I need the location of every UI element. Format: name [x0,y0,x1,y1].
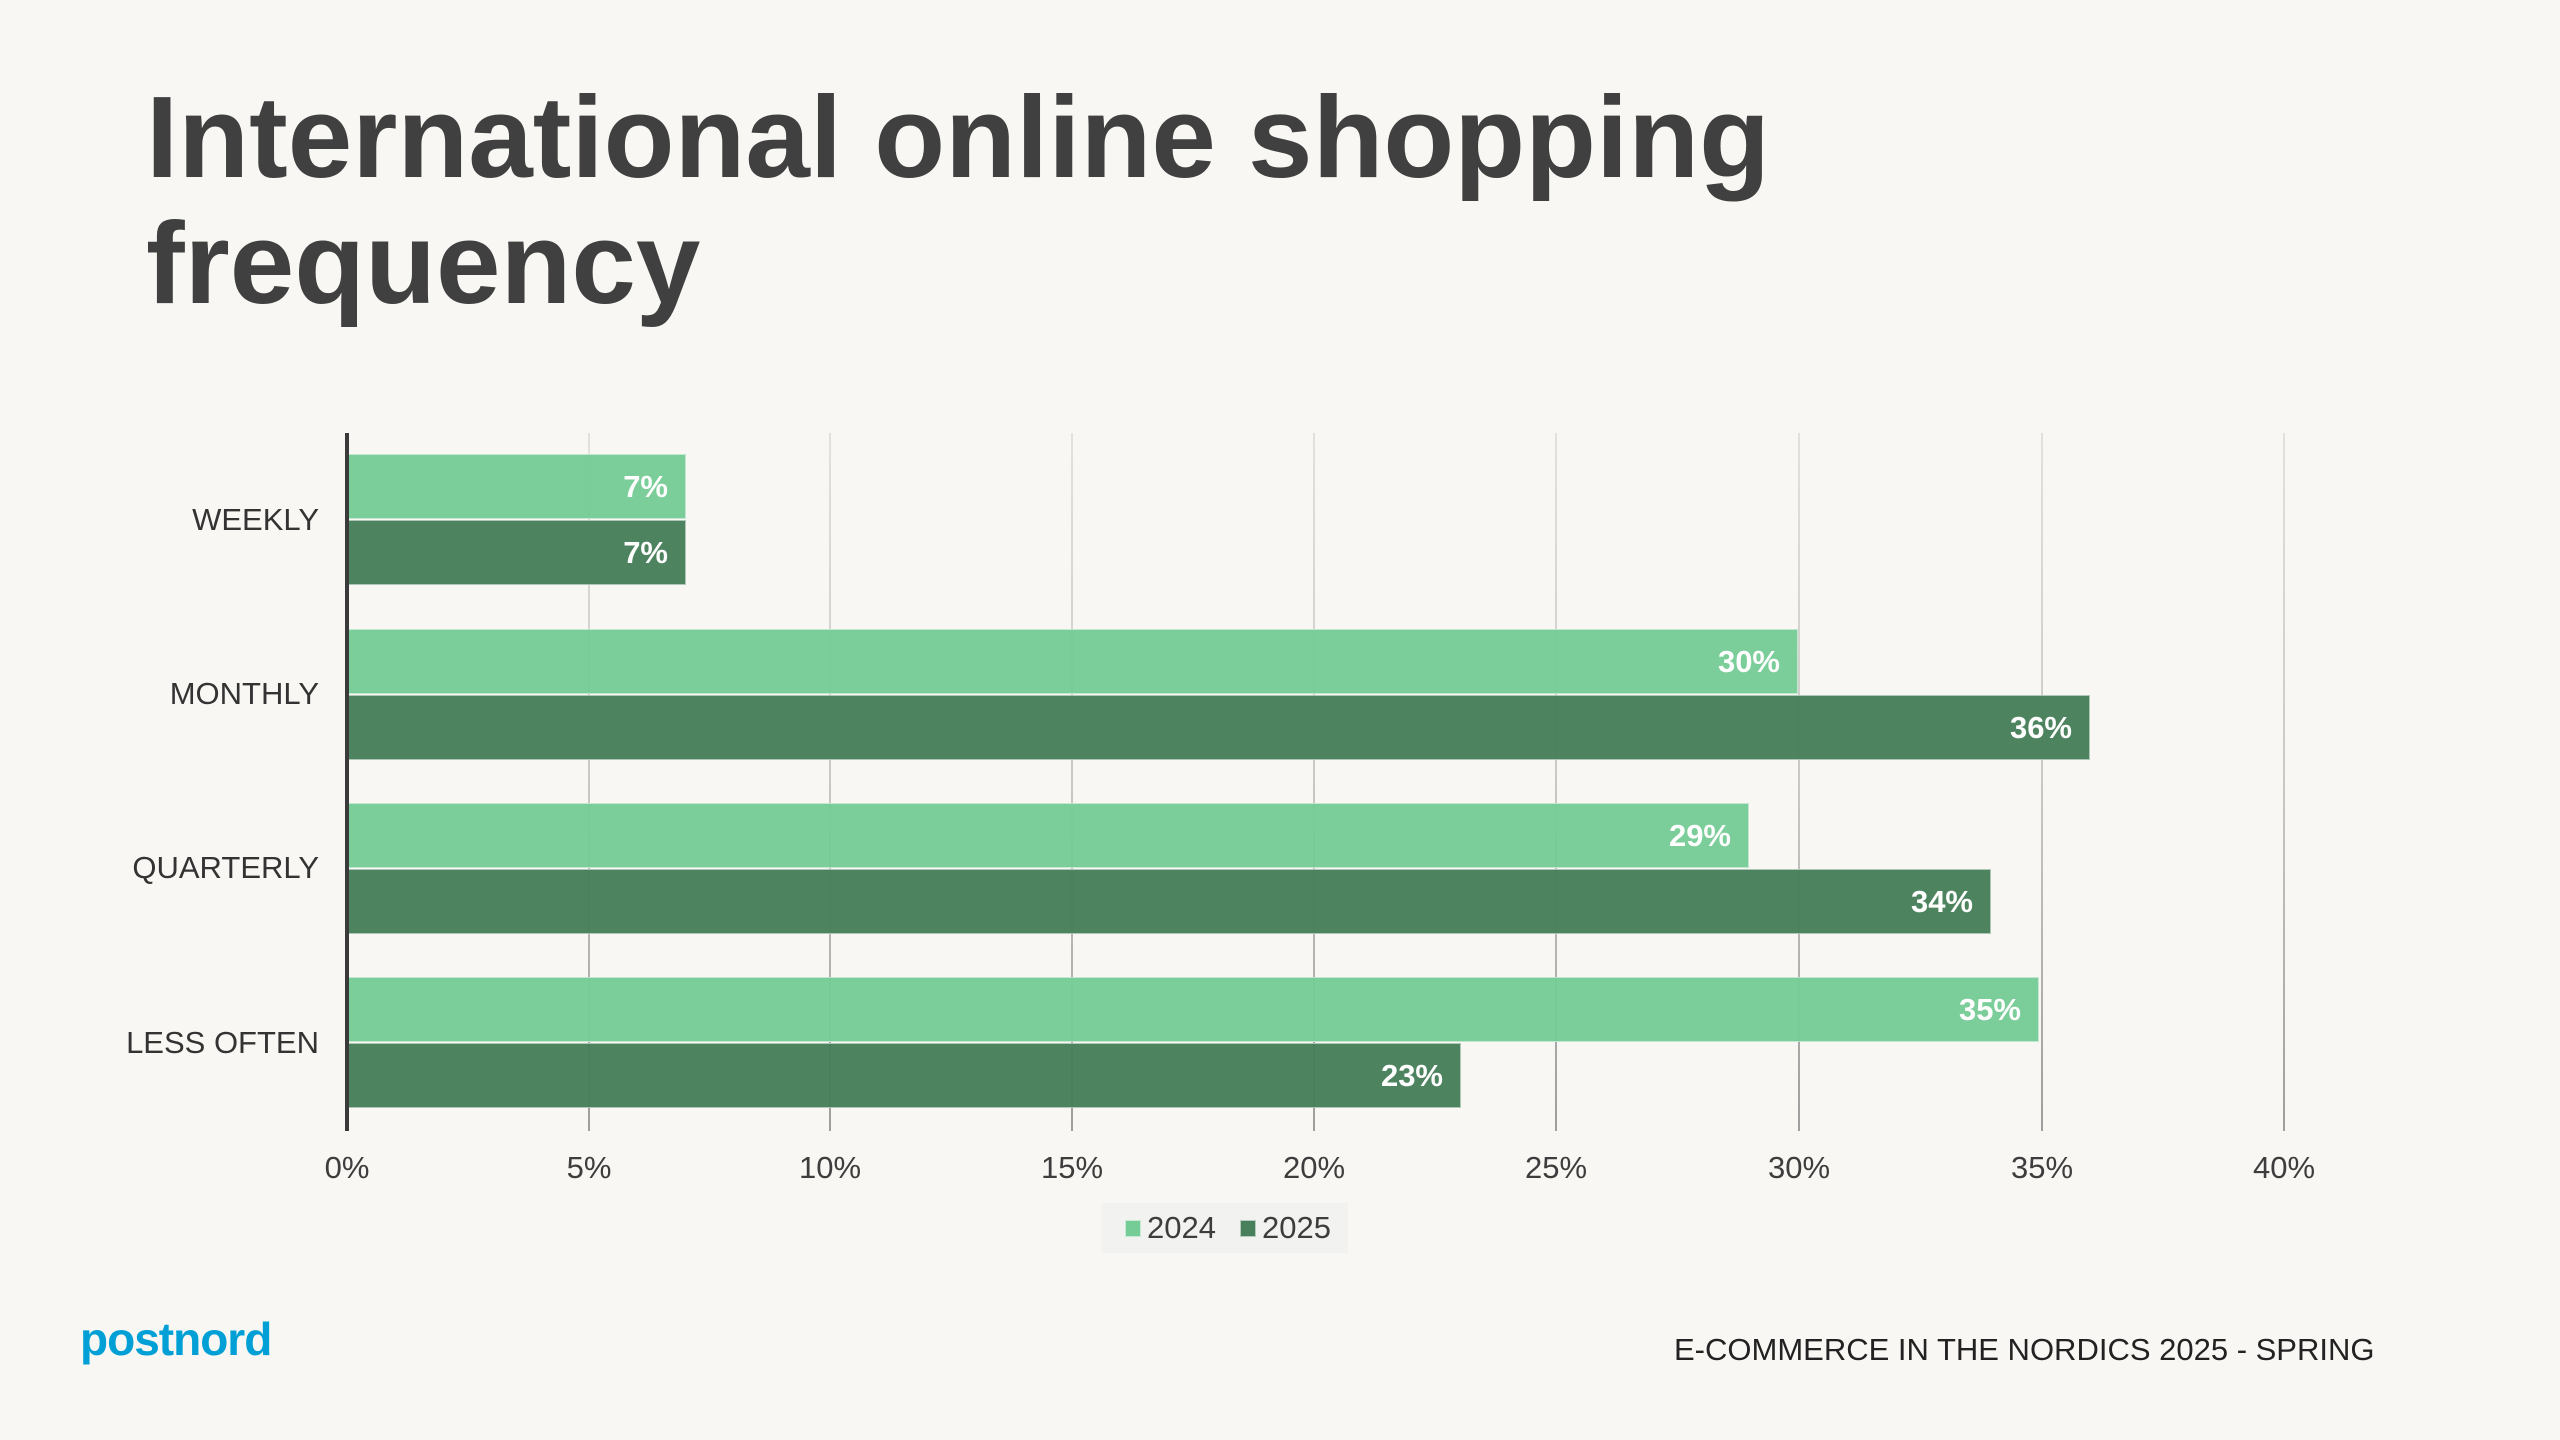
gridline-40 [2283,433,2285,1131]
legend-item-2024: 2024 [1125,1210,1216,1246]
legend-label: 2025 [1261,1210,1331,1245]
data-label: 7% [623,534,668,570]
bar-weekly-2024: 7% [349,454,686,519]
x-tick-label: 20% [1282,1150,1346,1185]
category-label-weekly: WEEKLY [192,502,319,537]
x-tick-label: 15% [1040,1150,1104,1185]
category-label-monthly: MONTHLY [169,676,319,711]
legend-swatch-2024 [1125,1219,1141,1237]
gridline-30 [1798,433,1800,1131]
data-label: 35% [1958,991,2021,1027]
page-title: International online shopping frequency [146,74,1770,326]
data-label: 7% [623,468,668,504]
bar-quarterly-2025: 34% [349,869,1991,934]
x-tick-label: 25% [1524,1150,1588,1185]
gridline-25 [1555,433,1557,1131]
x-tick-label: 0% [324,1150,370,1185]
legend-label: 2024 [1147,1210,1216,1245]
gridline-15 [1071,433,1073,1131]
x-tick-label: 30% [1767,1150,1831,1185]
x-tick-label: 35% [2010,1150,2074,1185]
category-label-quarterly: QUARTERLY [132,850,319,885]
legend-item-2025: 2025 [1239,1210,1331,1246]
bar-quarterly-2024: 29% [349,803,1749,868]
data-label: 29% [1668,817,1731,853]
y-axis-line [345,433,349,1131]
gridline-20 [1313,433,1315,1131]
legend-swatch-2025 [1239,1219,1256,1237]
data-label: 34% [1910,883,1973,919]
bar-monthly-2024: 30% [349,629,1798,694]
title-line-1: International online shopping [146,72,1770,202]
gridline-35 [2041,433,2043,1131]
title-line-2: frequency [146,198,701,328]
x-tick-label: 5% [566,1150,612,1185]
bar-weekly-2025: 7% [349,520,686,585]
chart-legend: 2024 2025 [1101,1203,1348,1253]
report-footer: E-COMMERCE IN THE NORDICS 2025 - SPRING [1674,1332,2375,1367]
bar-monthly-2025: 36% [349,695,2090,760]
postnord-logo: postnord [80,1313,272,1365]
gridline-5 [588,433,590,1131]
data-label: 36% [2009,709,2072,745]
x-tick-label: 40% [2252,1150,2316,1185]
category-label-less-often: LESS OFTEN [126,1025,319,1060]
data-label: 23% [1380,1057,1443,1093]
gridline-10 [829,433,831,1131]
bar-less-often-2025: 23% [349,1043,1461,1108]
data-label: 30% [1717,643,1780,679]
bar-less-often-2024: 35% [349,977,2039,1042]
x-tick-label: 10% [798,1150,862,1185]
